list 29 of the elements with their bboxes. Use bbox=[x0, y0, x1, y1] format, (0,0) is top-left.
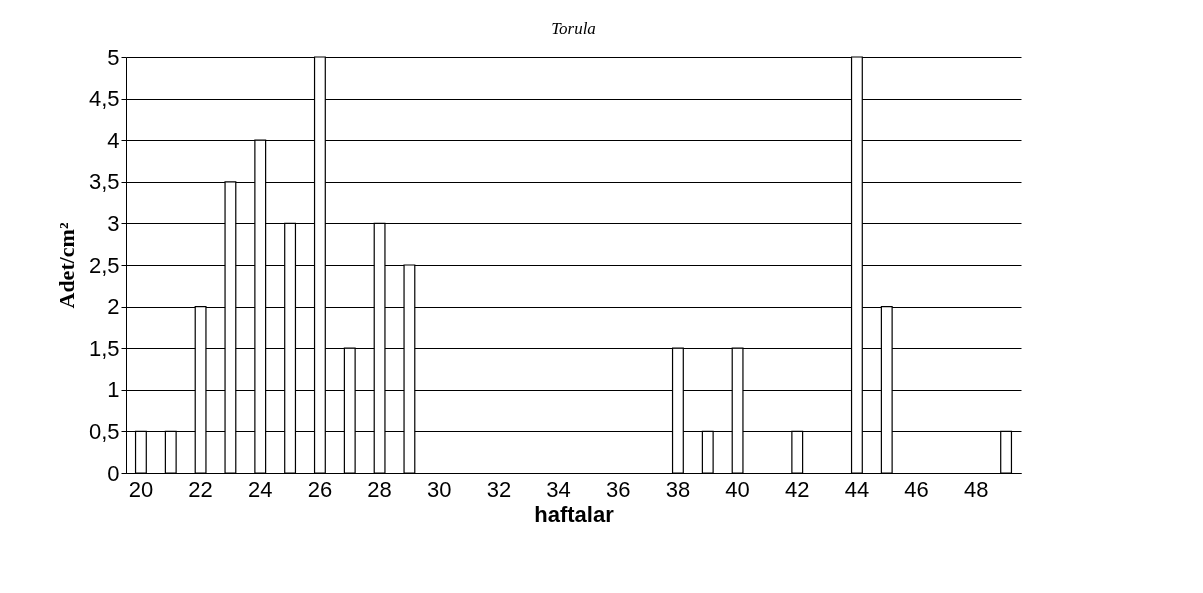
x-tick-label: 22 bbox=[188, 476, 213, 502]
y-tick-label: 2,5 bbox=[88, 252, 120, 278]
x-tick-label: 28 bbox=[367, 476, 392, 502]
y-tick-label: 0 bbox=[107, 460, 120, 486]
x-tick-label: 26 bbox=[307, 476, 333, 502]
chart-title: Torula bbox=[551, 19, 596, 38]
x-tick-label: 46 bbox=[904, 476, 929, 502]
y-tick-label: 5 bbox=[107, 44, 120, 70]
x-tick-label: 24 bbox=[248, 476, 273, 502]
y-tick-label: 1 bbox=[107, 377, 120, 403]
x-tick-label: 36 bbox=[606, 476, 631, 502]
y-tick-label: 3,5 bbox=[88, 169, 120, 195]
y-tick-label: 2 bbox=[107, 294, 120, 320]
y-axis-title: Adet/cm² bbox=[53, 222, 79, 309]
x-tick-label: 40 bbox=[725, 476, 750, 502]
x-tick-label: 34 bbox=[546, 476, 571, 502]
x-tick-label: 44 bbox=[844, 476, 870, 502]
y-tick-label: 1,5 bbox=[88, 335, 120, 361]
y-tick-label: 4,5 bbox=[88, 86, 120, 112]
x-tick-label: 38 bbox=[665, 476, 691, 502]
x-tick-label: 48 bbox=[964, 476, 989, 502]
x-tick-label: 30 bbox=[427, 476, 452, 502]
x-axis-title: haftalar bbox=[534, 501, 615, 527]
x-tick-label: 32 bbox=[486, 476, 512, 502]
y-tick-label: 4 bbox=[107, 127, 120, 153]
x-tick-label: 20 bbox=[128, 476, 154, 502]
x-tick-label: 42 bbox=[785, 476, 810, 502]
y-tick-label: 0,5 bbox=[88, 418, 120, 444]
y-tick-label: 3 bbox=[107, 210, 120, 236]
